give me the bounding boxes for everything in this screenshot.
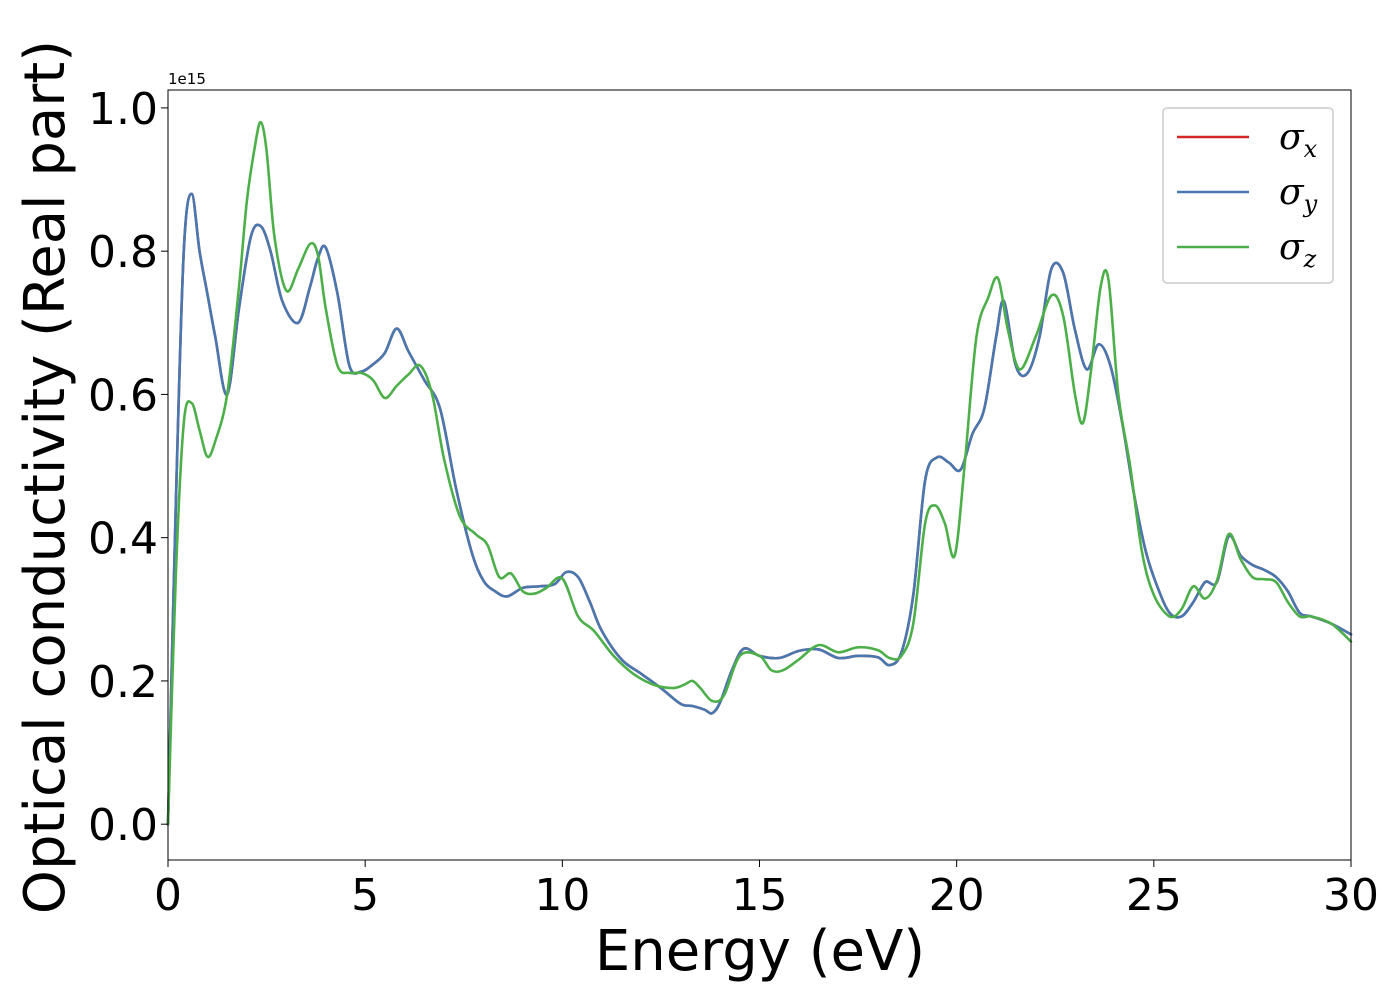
x-axis-ticks: 0 5 10 15 20 25 30 [154, 860, 1379, 921]
x-tick-label: 5 [351, 870, 379, 921]
legend-frame [1162, 107, 1334, 284]
x-tick-label: 30 [1323, 870, 1379, 921]
y-tick-label: 0.8 [88, 227, 158, 278]
series-line-y [166, 192, 1353, 826]
x-tick-label: 0 [154, 870, 182, 921]
x-tick-label: 10 [534, 870, 590, 921]
x-tick-label: 20 [929, 870, 985, 921]
series-line-z [166, 120, 1353, 826]
x-tick-label: 15 [732, 870, 788, 921]
x-axis-label: Energy (eV) [595, 919, 925, 984]
y-tick-label: 0.6 [88, 370, 158, 421]
x-tick-label: 25 [1126, 870, 1182, 921]
y-tick-label: 1.0 [88, 84, 158, 135]
y-tick-label: 0.4 [88, 514, 158, 565]
y-axis-label: Optical conductivity (Real part) [13, 40, 78, 914]
y-tick-label: 0.0 [88, 800, 158, 851]
y-offset-text: 1e15 [168, 70, 206, 88]
y-tick-label: 0.2 [88, 657, 158, 708]
series-layer [166, 120, 1353, 826]
y-axis-ticks: 0.0 0.2 0.4 0.6 0.8 1.0 [88, 84, 168, 851]
